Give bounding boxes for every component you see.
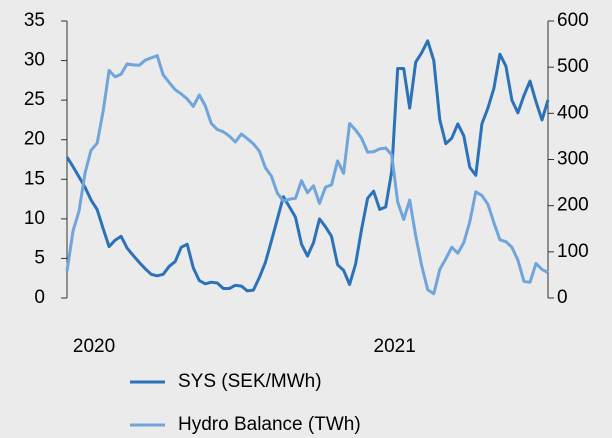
legend-label: SYS (SEK/MWh) (178, 371, 322, 392)
y-tick-label: 10 (24, 208, 45, 229)
y-tick-label: 5 (34, 247, 45, 268)
y-tick-label: 15 (24, 168, 45, 189)
y2-tick-label: 400 (557, 102, 589, 123)
y-tick-label: 20 (24, 129, 45, 150)
y2-tick-label: 100 (557, 241, 589, 262)
y-tick-label: 35 (24, 10, 45, 31)
y2-tick-label: 0 (557, 287, 568, 308)
y-tick-label: 25 (24, 89, 45, 110)
y2-tick-label: 600 (557, 10, 589, 31)
series-line (65, 39, 550, 293)
x-tick-label: 2020 (73, 336, 115, 357)
y-tick-label: 0 (34, 287, 45, 308)
series-line (65, 54, 549, 296)
legend-label: Hydro Balance (TWh) (178, 414, 361, 435)
x-tick-label: 2021 (374, 336, 416, 357)
y2-tick-label: 200 (557, 195, 589, 216)
y-tick-label: 30 (24, 50, 45, 71)
y2-tick-label: 300 (557, 149, 589, 170)
y2-tick-label: 500 (557, 56, 589, 77)
